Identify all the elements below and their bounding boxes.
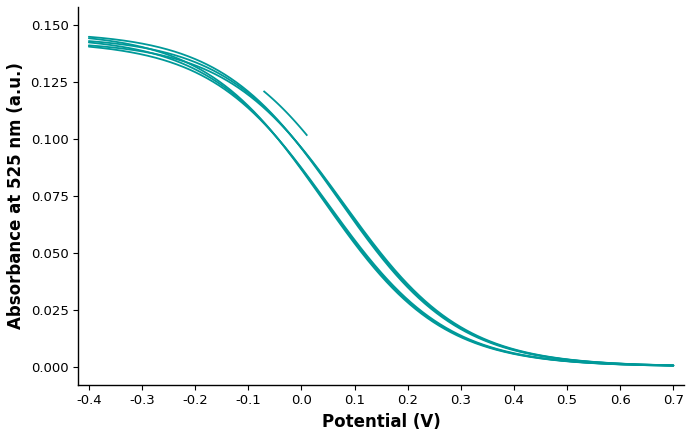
X-axis label: Potential (V): Potential (V)	[322, 413, 441, 431]
Y-axis label: Absorbance at 525 nm (a.u.): Absorbance at 525 nm (a.u.)	[7, 63, 25, 329]
